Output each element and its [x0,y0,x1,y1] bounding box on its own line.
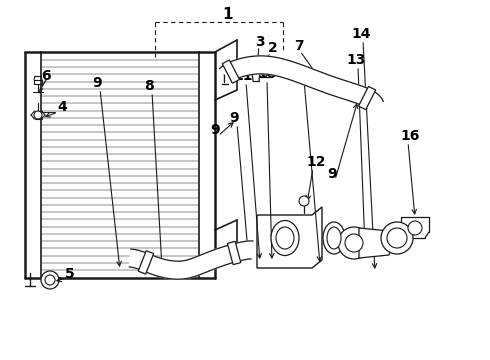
Circle shape [41,271,59,289]
Polygon shape [222,60,240,83]
Text: 2: 2 [268,41,278,55]
Circle shape [345,234,363,252]
Circle shape [34,111,42,119]
Text: 12: 12 [306,155,326,169]
Text: 3: 3 [255,35,265,49]
Circle shape [358,93,372,107]
Text: 1: 1 [223,6,233,22]
Ellipse shape [276,227,294,249]
Polygon shape [359,86,376,110]
Text: 6: 6 [41,69,51,83]
Circle shape [45,275,55,285]
Text: 13: 13 [346,53,366,67]
Polygon shape [138,251,154,274]
Polygon shape [220,56,383,109]
Circle shape [381,222,413,254]
Polygon shape [257,207,322,268]
Text: 11: 11 [233,69,253,83]
Circle shape [261,68,269,76]
Circle shape [408,221,422,235]
Circle shape [338,227,370,259]
Text: 10: 10 [257,67,277,81]
Polygon shape [129,241,253,279]
Circle shape [361,96,369,104]
Text: 9: 9 [210,123,220,137]
Ellipse shape [271,220,299,256]
Text: 8: 8 [144,79,154,93]
Text: 4: 4 [57,100,67,114]
Circle shape [299,196,309,206]
Polygon shape [227,241,241,265]
Polygon shape [359,228,394,258]
Text: 9: 9 [229,111,239,125]
Circle shape [387,228,407,248]
Text: 14: 14 [351,27,371,41]
Text: 7: 7 [294,39,304,53]
Text: 16: 16 [400,129,420,143]
Ellipse shape [327,227,341,249]
Text: 5: 5 [65,267,75,281]
Ellipse shape [323,222,345,254]
Text: 9: 9 [92,76,102,90]
Text: 15: 15 [292,67,312,81]
Text: 9: 9 [327,167,337,181]
